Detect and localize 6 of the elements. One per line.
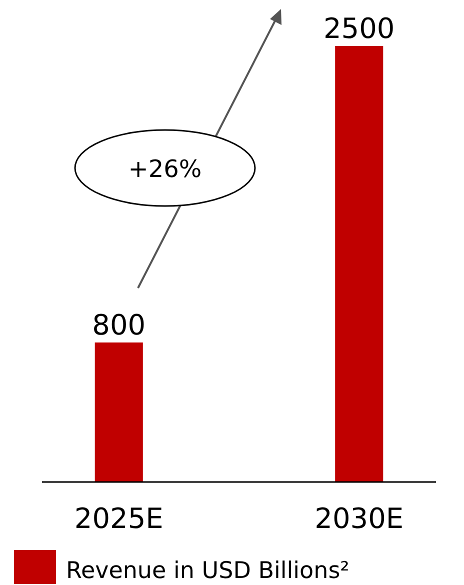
x-tick-label: 2025E <box>74 502 164 535</box>
legend-label: Revenue in USD Billions² <box>66 558 350 584</box>
x-tick-label: 2030E <box>314 502 404 535</box>
annotation: +26% <box>128 155 202 183</box>
data-label: 800 <box>92 308 146 342</box>
data-label: 2500 <box>323 12 395 45</box>
